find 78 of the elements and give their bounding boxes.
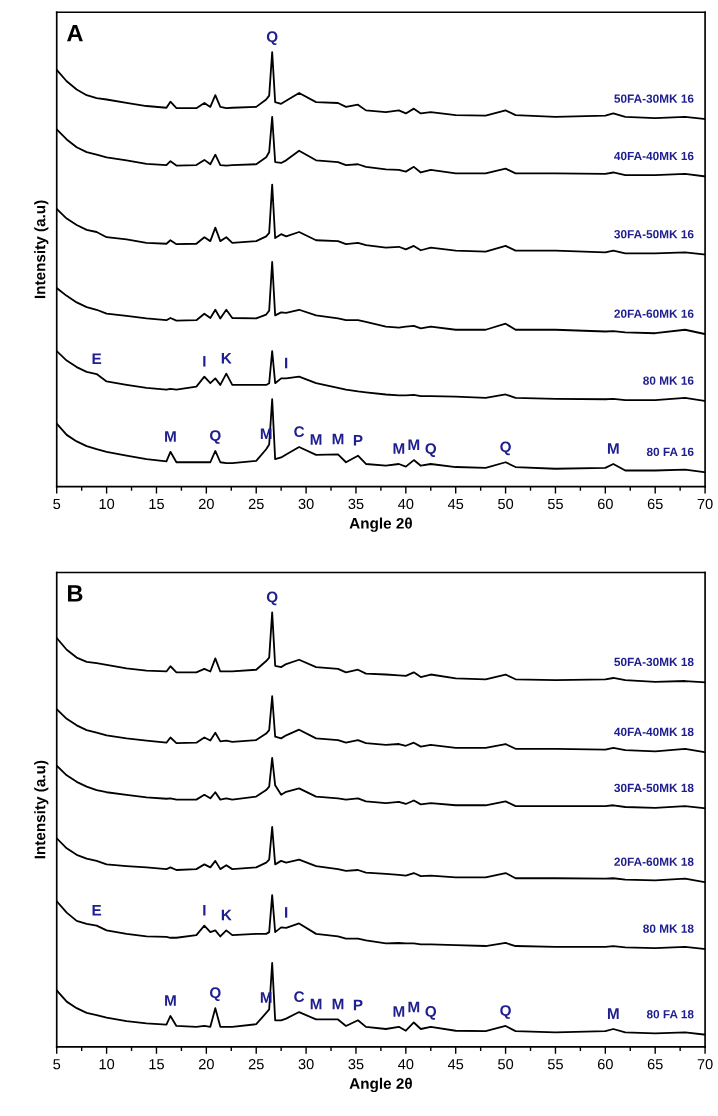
series-label: 40FA-40MK 18 [614, 727, 694, 737]
y-axis-title: Intensity (a.u) [34, 200, 49, 299]
x-tick-label: 50 [498, 1059, 514, 1070]
x-tick-label: 45 [447, 1059, 464, 1070]
x-tick-label: 15 [149, 498, 164, 510]
x-tick-label: 5 [53, 498, 61, 510]
x-axis-title: Angle 2θ [349, 1077, 412, 1093]
series-label: 80 MK 18 [643, 924, 694, 933]
annotation: E [92, 353, 102, 364]
annotation: P [353, 999, 363, 1011]
annotation: M [607, 443, 619, 454]
annotation: C [294, 991, 305, 1003]
x-tick-label: 20 [198, 498, 214, 510]
annotation: M [310, 434, 322, 445]
annotation: Q [425, 1006, 437, 1020]
x-tick-label: 65 [647, 498, 663, 510]
x-tick-label: 65 [647, 1059, 663, 1070]
x-tick-label: 40 [398, 498, 414, 510]
annotation: M [165, 995, 176, 1006]
x-tick-label: 45 [447, 498, 464, 510]
series-label: 20FA-60MK 18 [614, 857, 694, 866]
annotation: K [221, 353, 232, 364]
x-tick-label: 55 [547, 1059, 563, 1070]
annotation: P [353, 435, 363, 446]
annotation: I [285, 907, 288, 918]
annotation: Q [266, 31, 278, 46]
x-axis-title: Angle 2θ [349, 517, 412, 532]
x-tick-label: 25 [248, 1059, 264, 1070]
annotation: Q [210, 987, 221, 1002]
x-tick-label: 10 [99, 498, 115, 510]
chart-title: B [68, 585, 83, 602]
chart-title: A [67, 25, 83, 42]
annotation: Q [500, 1005, 511, 1019]
x-tick-label: 70 [697, 498, 713, 510]
series-label: 80 MK 16 [643, 376, 694, 385]
annotation: M [393, 443, 405, 454]
x-tick-label: 60 [597, 498, 613, 510]
annotation: Q [266, 591, 278, 606]
annotation: M [408, 1001, 420, 1013]
x-tick-label: 35 [348, 498, 364, 510]
annotation: M [393, 1006, 405, 1017]
x-tick-label: 5 [53, 1059, 61, 1070]
series-label: 20FA-60MK 16 [614, 309, 694, 318]
annotation: K [221, 909, 232, 921]
x-tick-label: 10 [99, 1059, 115, 1070]
annotation: C [294, 426, 305, 438]
series-label: 80 FA 18 [646, 1010, 694, 1019]
x-tick-label: 35 [348, 1059, 364, 1070]
x-tick-label: 70 [697, 1059, 713, 1070]
series-label: 30FA-50MK 16 [614, 230, 694, 239]
x-tick-label: 50 [498, 498, 514, 510]
x-tick-label: 30 [298, 498, 314, 510]
annotation: Q [500, 441, 511, 456]
series-label: 30FA-50MK 18 [614, 783, 694, 793]
annotation: Q [425, 443, 437, 457]
annotation: M [332, 998, 344, 1010]
annotation: I [285, 357, 288, 369]
annotation: E [92, 904, 102, 916]
series-label: 50FA-30MK 18 [614, 657, 694, 667]
annotation: M [332, 433, 344, 445]
y-axis-title: Intensity (a.u) [34, 760, 49, 859]
x-tick-label: 30 [298, 1059, 314, 1070]
annotation: I [203, 356, 206, 367]
x-tick-label: 60 [597, 1059, 613, 1070]
x-tick-label: 15 [149, 1059, 164, 1070]
annotation: M [165, 431, 176, 442]
x-tick-label: 55 [547, 498, 563, 510]
x-tick-label: 40 [398, 1059, 414, 1070]
series-label: 40FA-40MK 16 [614, 151, 694, 161]
series-label: 50FA-30MK 16 [614, 94, 694, 103]
x-tick-label: 20 [198, 1059, 214, 1070]
x-tick-label: 25 [248, 498, 264, 510]
annotation: M [408, 439, 420, 450]
annotation: M [607, 1008, 619, 1019]
series-label: 80 FA 16 [646, 447, 694, 457]
annotation: Q [210, 430, 221, 444]
annotation: I [203, 904, 206, 916]
annotation: M [310, 998, 322, 1010]
